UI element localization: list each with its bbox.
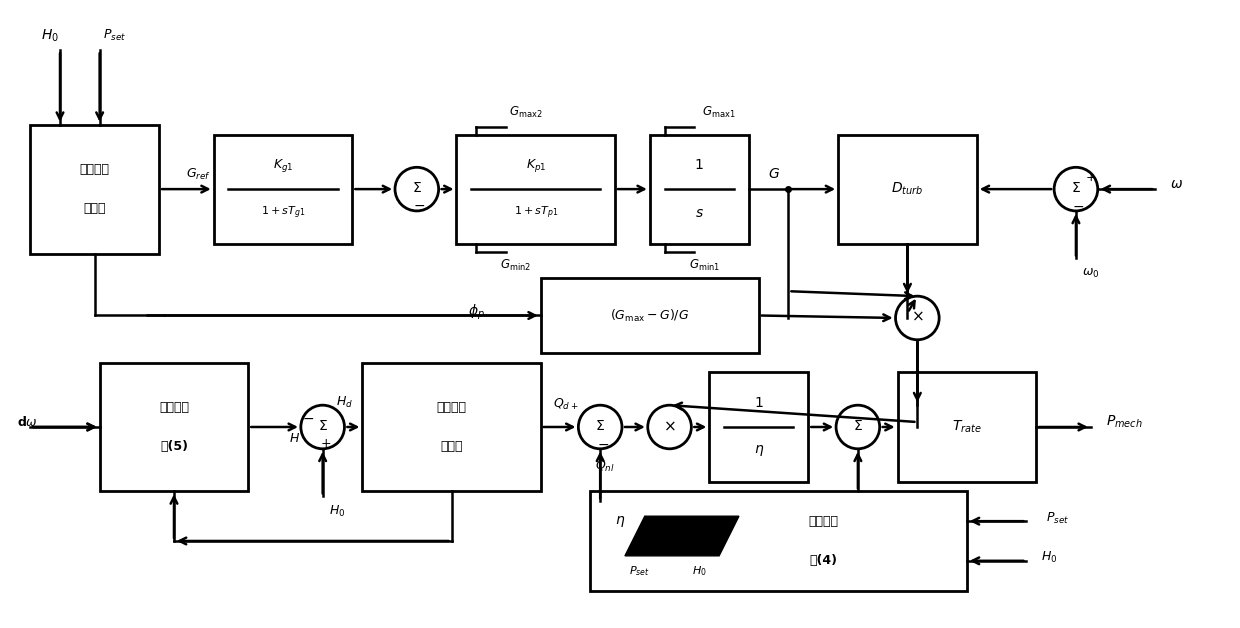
Text: $\eta$: $\eta$ [754,443,764,458]
Text: $P_{set}$: $P_{set}$ [1047,511,1069,526]
Text: $D_{turb}$: $D_{turb}$ [892,181,924,197]
Text: $\times$: $\times$ [911,310,924,324]
Bar [898,372,1037,482]
Text: 效率优化: 效率优化 [808,515,838,528]
Text: 水动态: 水动态 [440,440,463,453]
Text: $H_0$: $H_0$ [330,504,346,519]
Text: $G_{\max 1}$: $G_{\max 1}$ [702,106,735,121]
Text: $+$: $+$ [1085,171,1096,184]
Text: 门优化: 门优化 [83,202,105,215]
Text: $-$: $-$ [598,437,609,451]
Text: $H$: $H$ [289,433,300,445]
Text: $1$: $1$ [694,158,704,172]
Text: $P_{set}$: $P_{set}$ [103,28,126,43]
Text: $Q_{d+}$: $Q_{d+}$ [553,397,578,412]
Bar [362,362,541,492]
Text: $\eta$: $\eta$ [615,514,625,529]
Text: 式(4): 式(4) [810,555,838,567]
Text: $\Sigma$: $\Sigma$ [317,419,327,433]
Bar [456,134,615,244]
Bar [650,134,749,244]
Bar [590,492,967,590]
Text: 速度及阀: 速度及阀 [79,163,109,176]
Text: $-$: $-$ [301,411,314,425]
Text: 式(5): 式(5) [160,440,188,453]
Text: $H_0$: $H_0$ [692,564,707,578]
Text: $P_{mech}$: $P_{mech}$ [1106,414,1142,430]
Text: $\phi_p$: $\phi_p$ [467,303,485,322]
Text: $T_{rate}$: $T_{rate}$ [952,419,982,435]
Text: $G_{\min 2}$: $G_{\min 2}$ [501,258,532,273]
Bar [838,134,977,244]
Text: $H_0$: $H_0$ [41,27,60,44]
Text: $+$: $+$ [320,437,331,450]
Text: $K_{p1}$: $K_{p1}$ [526,156,546,173]
Text: $-$: $-$ [413,198,425,212]
Text: $G_{\min 1}$: $G_{\min 1}$ [688,258,719,273]
Text: $\times$: $\times$ [663,419,676,433]
Text: $s$: $s$ [694,206,704,220]
Text: $Q_{nl}$: $Q_{nl}$ [595,459,615,474]
Bar [30,125,159,254]
Text: $K_{g1}$: $K_{g1}$ [273,156,293,173]
Text: $1+sT_{g1}$: $1+sT_{g1}$ [260,205,305,221]
Bar [99,362,248,492]
Text: $H_d$: $H_d$ [336,394,353,409]
Bar [709,372,808,482]
Text: $1$: $1$ [754,396,764,410]
Text: $G_{\max 2}$: $G_{\max 2}$ [510,106,543,121]
Text: $\Sigma$: $\Sigma$ [412,181,422,195]
Text: $\Sigma$: $\Sigma$ [1071,181,1081,195]
Text: $G$: $G$ [768,167,780,181]
Text: 扬程计算: 扬程计算 [159,401,188,414]
Text: $\omega$: $\omega$ [1171,177,1183,191]
Polygon shape [625,516,739,556]
Text: $H_0$: $H_0$ [1042,550,1058,565]
Text: 输水管道: 输水管道 [436,401,466,414]
Text: $(G_{\max}-G)/G$: $(G_{\max}-G)/G$ [610,308,689,323]
Text: $-$: $-$ [1071,199,1084,213]
Text: $P_{set}$: $P_{set}$ [630,564,650,578]
Text: $1+sT_{p1}$: $1+sT_{p1}$ [513,205,558,221]
Text: $\Sigma$: $\Sigma$ [595,419,605,433]
Text: $\mathbf{d}\omega$: $\mathbf{d}\omega$ [17,415,38,429]
Text: $G_{ref}$: $G_{ref}$ [186,166,211,181]
Text: $\omega_0$: $\omega_0$ [1083,267,1100,280]
Bar [541,278,759,353]
Bar [213,134,352,244]
Text: $\Sigma$: $\Sigma$ [853,419,863,433]
